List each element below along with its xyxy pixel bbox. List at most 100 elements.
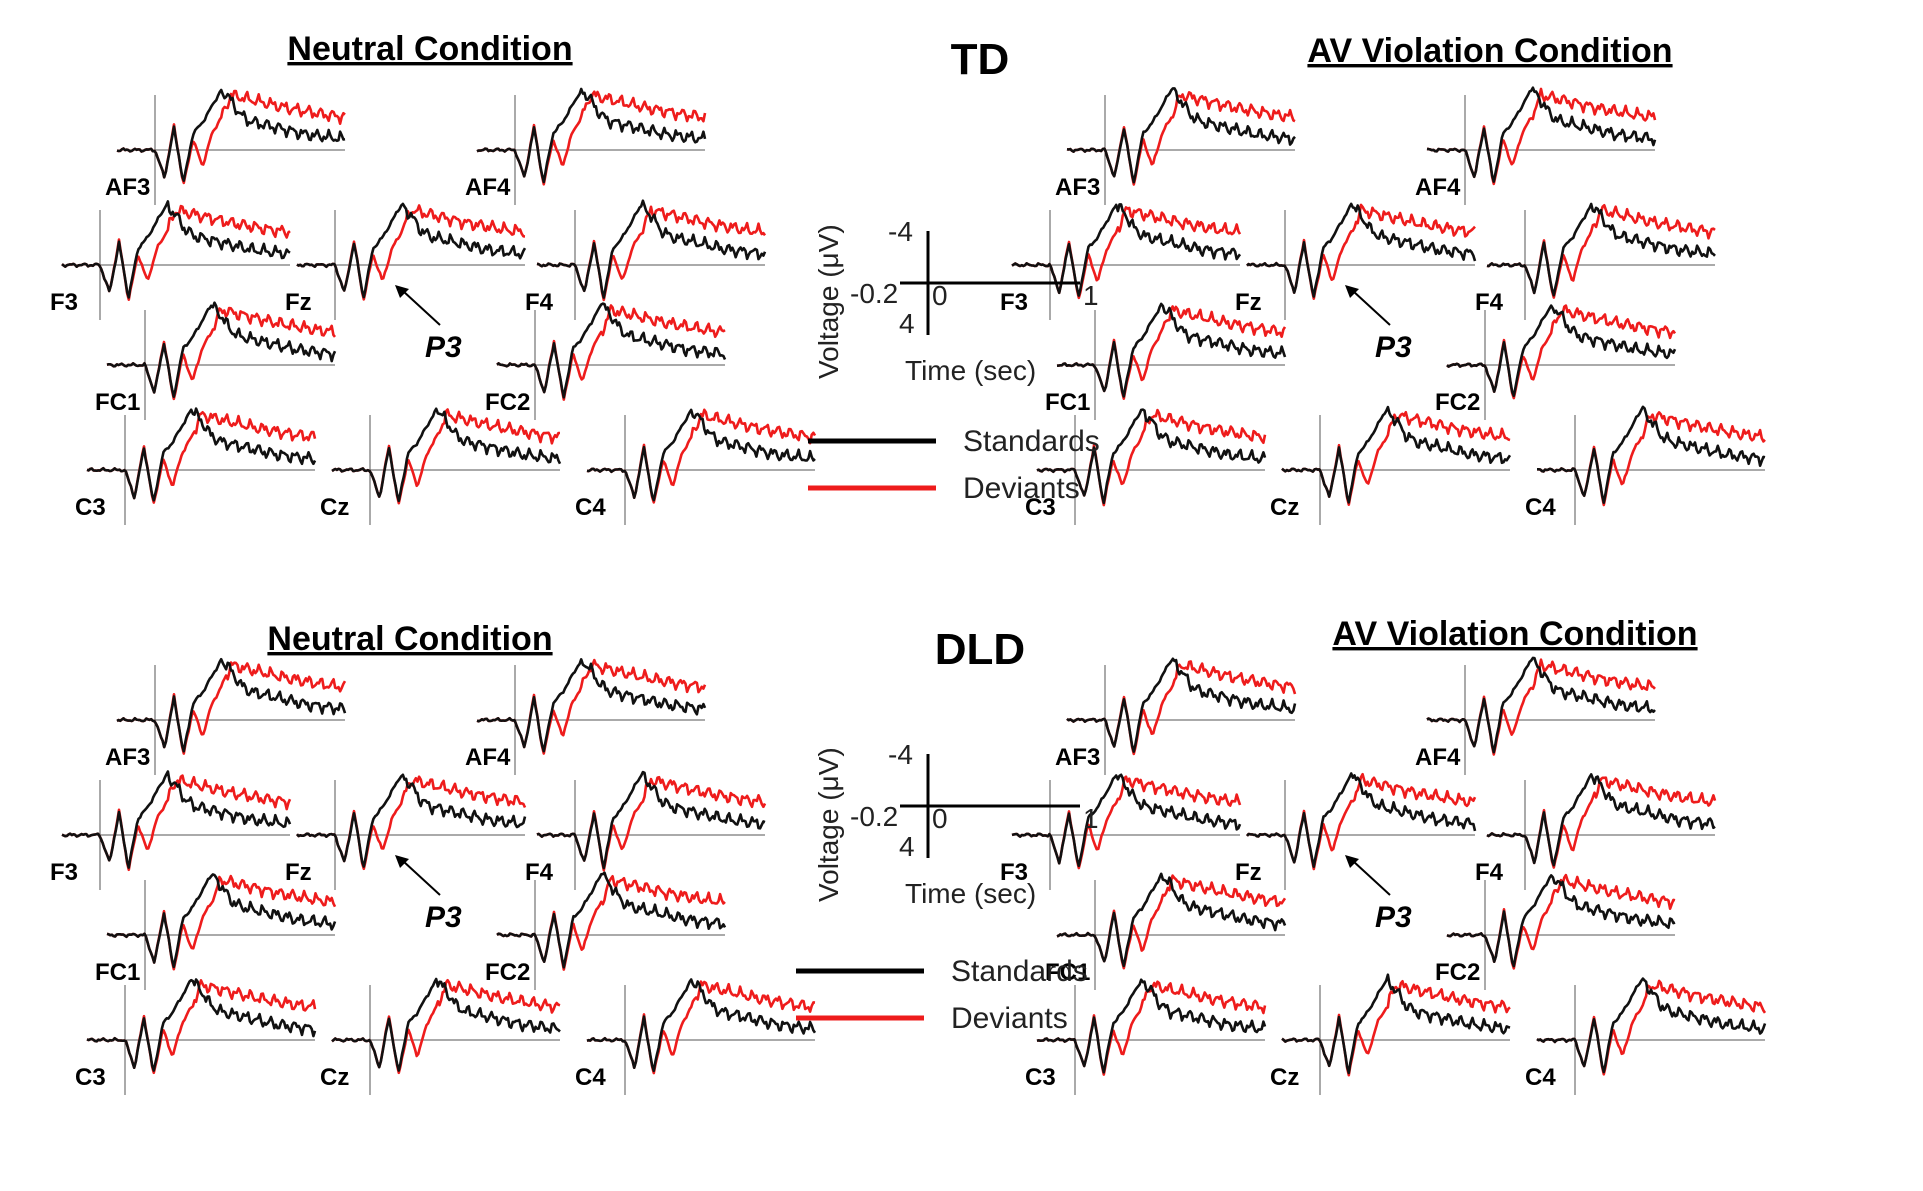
standards-line bbox=[1537, 405, 1766, 504]
erp-plot-fc2: FC2 bbox=[485, 871, 727, 990]
erp-plot-f4: F4 bbox=[1475, 773, 1717, 890]
y-tick-positive: 4 bbox=[899, 831, 915, 862]
electrode-label: F4 bbox=[525, 289, 554, 316]
standards-line bbox=[1486, 773, 1716, 867]
standards-line bbox=[106, 301, 337, 398]
standards-line bbox=[1426, 656, 1656, 754]
y-tick-positive: 4 bbox=[899, 308, 915, 339]
standards-line bbox=[296, 773, 527, 868]
erp-plot-c4: C4 bbox=[1525, 977, 1767, 1095]
legend-label-deviants: Deviants bbox=[963, 472, 1080, 505]
erp-plot-fz: Fz bbox=[285, 773, 527, 890]
electrode-label: AF4 bbox=[465, 174, 511, 201]
standards-line bbox=[496, 871, 727, 969]
erp-plot-c4: C4 bbox=[575, 408, 817, 525]
erp-plot-af3: AF3 bbox=[105, 88, 346, 205]
erp-plot-f4: F4 bbox=[525, 199, 767, 320]
electrode-label: C4 bbox=[575, 1064, 606, 1091]
standards-line bbox=[61, 200, 291, 299]
electrode-label: Cz bbox=[1270, 494, 1299, 521]
panel-td-neutral: Neutral Condition AF3 AF4 F3 Fz F4 FC1 FC2 C3 Cz C… bbox=[50, 30, 817, 525]
electrode-label: FC2 bbox=[1435, 389, 1480, 416]
standards-line bbox=[1066, 657, 1297, 753]
erp-plot-af4: AF4 bbox=[465, 87, 707, 205]
erp-plot-fc1: FC1 bbox=[1045, 872, 1287, 990]
p3-arrowhead bbox=[395, 285, 409, 298]
p3-label: P3 bbox=[425, 901, 462, 934]
electrode-label: FC1 bbox=[1045, 959, 1090, 986]
standards-line bbox=[1056, 872, 1287, 968]
standards-line bbox=[1446, 304, 1677, 398]
deviants-line bbox=[106, 306, 337, 401]
p3-arrow bbox=[1352, 860, 1391, 896]
deviants-line bbox=[536, 775, 767, 872]
electrode-label: C3 bbox=[1025, 494, 1056, 521]
standards-line bbox=[1011, 773, 1242, 868]
x-axis-label: Time (sec) bbox=[905, 355, 1036, 386]
erp-plot-fc2: FC2 bbox=[1435, 304, 1677, 420]
p3-arrow bbox=[1352, 290, 1391, 326]
erp-plot-f4: F4 bbox=[525, 770, 767, 890]
standards-line bbox=[1246, 772, 1477, 868]
erp-plot-c3: C3 bbox=[1025, 408, 1267, 525]
legend: Standards Deviants bbox=[796, 955, 1088, 1035]
erp-plot-af4: AF4 bbox=[1415, 656, 1656, 775]
standards-line bbox=[106, 873, 337, 969]
electrode-label: FC1 bbox=[95, 959, 140, 986]
electrode-label: Fz bbox=[285, 289, 312, 316]
electrode-label: Cz bbox=[1270, 1064, 1299, 1091]
electrode-label: C4 bbox=[575, 494, 606, 521]
group-td: TD -4 4-0.2 0 1 Time (sec) Voltage (μV) Standar… bbox=[808, 35, 1100, 505]
deviants-line bbox=[1536, 979, 1767, 1076]
deviants-line bbox=[1066, 91, 1296, 186]
standards-line bbox=[296, 202, 527, 299]
electrode-label: C3 bbox=[1025, 1064, 1056, 1091]
legend-label-standards: Standards bbox=[951, 955, 1088, 988]
standards-line bbox=[1281, 973, 1511, 1075]
x-tick-start: -0.2 bbox=[850, 278, 898, 309]
erp-plot-cz: Cz bbox=[320, 977, 561, 1095]
standards-line bbox=[1011, 203, 1242, 297]
standards-line bbox=[1036, 978, 1267, 1074]
legend-label-deviants: Deviants bbox=[951, 1002, 1068, 1035]
standards-line bbox=[1036, 408, 1267, 505]
standards-line bbox=[1281, 405, 1512, 504]
electrode-label: AF3 bbox=[1055, 174, 1100, 201]
erp-plot-fc2: FC2 bbox=[1435, 873, 1676, 990]
erp-plot-fc1: FC1 bbox=[95, 873, 337, 990]
electrode-label: FC2 bbox=[1435, 959, 1480, 986]
panel-dld-neutral: Neutral Condition AF3 AF4 F3 Fz F4 FC1 FC2 C3 Cz C… bbox=[50, 620, 817, 1095]
erp-plot-f3: F3 bbox=[1000, 203, 1242, 320]
erp-plot-fz: Fz bbox=[1235, 772, 1477, 890]
standards-line bbox=[116, 88, 346, 182]
condition-title: Neutral Condition bbox=[267, 620, 552, 658]
deviants-line bbox=[1066, 660, 1297, 756]
erp-plot-fc2: FC2 bbox=[485, 302, 727, 420]
x-tick-start: -0.2 bbox=[850, 801, 898, 832]
group-dld: DLD -4 4-0.2 0 1 Time (sec) Voltage (μV) Standa… bbox=[796, 625, 1099, 1035]
erp-plot-fc1: FC1 bbox=[95, 301, 337, 420]
panel-td-av: AV Violation Condition AF3 AF4 F3 Fz F4 FC1 FC2… bbox=[1000, 32, 1766, 525]
electrode-label: AF4 bbox=[1415, 174, 1461, 201]
x-tick-end: 1 bbox=[1083, 280, 1099, 311]
standards-line bbox=[1426, 86, 1657, 183]
condition-title: AV Violation Condition bbox=[1307, 32, 1672, 70]
standards-line bbox=[1066, 87, 1296, 184]
electrode-label: AF3 bbox=[1055, 744, 1100, 771]
electrode-label: FC1 bbox=[95, 389, 140, 416]
p3-arrow bbox=[402, 860, 441, 896]
electrode-label: F4 bbox=[1475, 859, 1504, 886]
deviants-line bbox=[1281, 980, 1511, 1077]
electrode-label: AF3 bbox=[105, 744, 150, 771]
deviants-line bbox=[1011, 775, 1242, 870]
y-axis-label: Voltage (μV) bbox=[813, 224, 844, 379]
p3-label: P3 bbox=[425, 331, 462, 364]
scale-bar: -4 4-0.2 0 1 Time (sec) Voltage (μV) bbox=[813, 216, 1099, 386]
standards-line bbox=[331, 977, 561, 1072]
electrode-label: Cz bbox=[320, 1064, 349, 1091]
electrode-label: AF4 bbox=[1415, 744, 1461, 771]
legend-label-standards: Standards bbox=[963, 425, 1100, 458]
electrode-label: AF3 bbox=[105, 174, 150, 201]
